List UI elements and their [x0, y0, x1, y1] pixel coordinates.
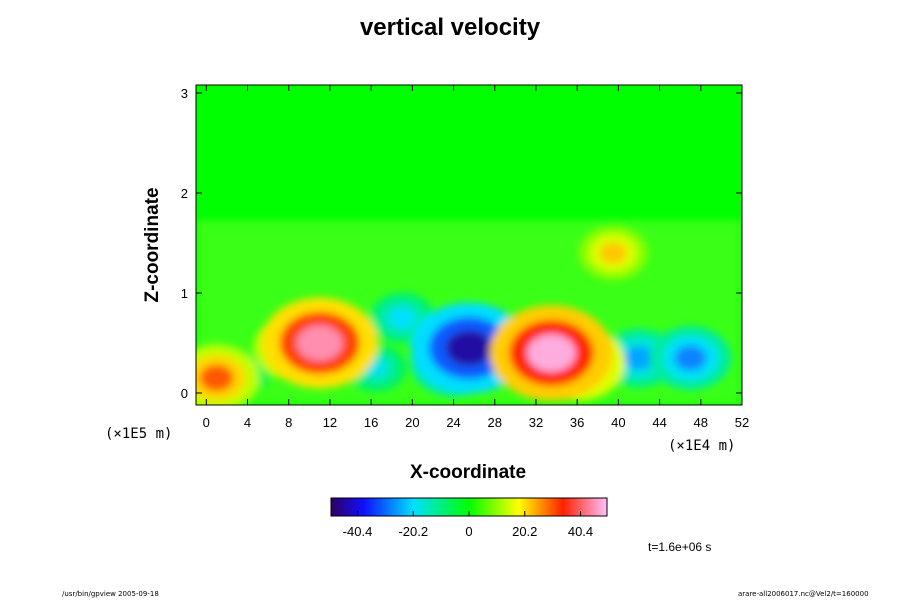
y-axis-title: Z-coordinate	[142, 187, 163, 302]
field-feature	[624, 346, 654, 370]
field-feature	[445, 330, 493, 366]
x-axis-title: X-coordinate	[410, 462, 526, 483]
x-tick-label: 28	[488, 415, 502, 430]
footer-right: arare-all2006017.nc@Vel2/t=160000	[738, 590, 869, 598]
field-feature	[674, 345, 707, 371]
y-tick-label: 1	[181, 286, 188, 301]
field-feature	[599, 242, 627, 264]
field-feature	[389, 307, 415, 329]
plot-frame	[195, 84, 743, 406]
field-feature	[527, 334, 576, 372]
colorbar-tick-label: -20.2	[398, 524, 428, 539]
x-tick-label: 12	[323, 415, 337, 430]
x-tick-label: 24	[446, 415, 460, 430]
y-tick-label: 2	[181, 186, 188, 201]
field-feature	[296, 325, 343, 361]
x-tick-label: 16	[364, 415, 378, 430]
y-tick-label: 0	[181, 386, 188, 401]
footer-left: /usr/bin/gpview 2005-09-18	[62, 590, 159, 598]
x-tick-label: 20	[405, 415, 419, 430]
chart-title: vertical velocity	[359, 14, 541, 41]
colorbar-tick-label: 0	[465, 524, 472, 539]
field-feature	[199, 364, 234, 392]
x-tick-label: 32	[529, 415, 543, 430]
x-tick-label: 40	[611, 415, 625, 430]
time-label: t=1.6e+06 s	[648, 540, 712, 554]
colorbar-tick-label: 40.4	[568, 524, 593, 539]
y-tick-label: 3	[181, 86, 188, 101]
x-tick-label: 0	[203, 415, 210, 430]
velocity-field	[196, 85, 742, 405]
colorbar-tick-label: -40.4	[343, 524, 373, 539]
y-scale-label: (×1E5 m)	[105, 426, 172, 442]
x-tick-label: 8	[285, 415, 292, 430]
x-scale-label: (×1E4 m)	[668, 438, 735, 454]
x-tick-label: 48	[694, 415, 708, 430]
x-tick-label: 36	[570, 415, 584, 430]
x-tick-label: 52	[735, 415, 749, 430]
colorbar-tick-label: 20.2	[512, 524, 537, 539]
x-tick-label: 44	[652, 415, 666, 430]
x-tick-label: 4	[244, 415, 251, 430]
